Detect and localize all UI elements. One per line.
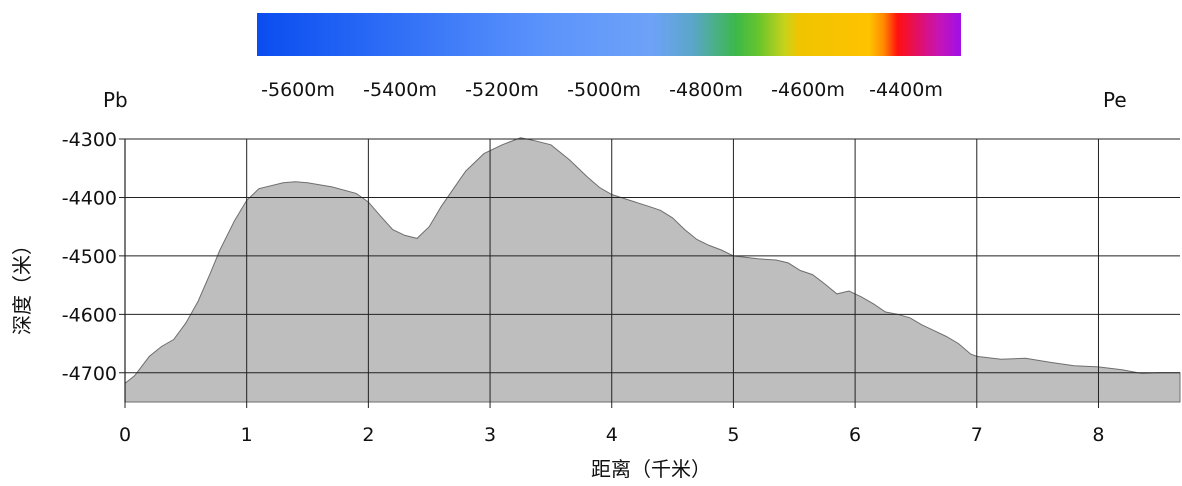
- grid-lines: [119, 138, 1180, 408]
- x-tick-label: 0: [119, 424, 131, 446]
- x-tick-label: 3: [484, 424, 496, 446]
- start-point-label: Pb: [103, 88, 128, 112]
- x-tick-label: 6: [849, 424, 861, 446]
- x-tick-label: 8: [1092, 424, 1104, 446]
- x-tick-label: 5: [727, 424, 739, 446]
- colorbar-label: -5400m: [363, 79, 437, 101]
- end-point-label: Pe: [1103, 88, 1127, 112]
- x-axis-title: 距离（千米）: [591, 457, 711, 481]
- y-tick-label: -4300: [62, 129, 117, 151]
- colorbar-label: -4800m: [669, 79, 743, 101]
- y-tick-label: -4700: [62, 363, 117, 385]
- y-tick-label: -4600: [62, 304, 117, 326]
- y-axis-title: 深度（米）: [10, 235, 34, 335]
- colorbar-label: -4400m: [869, 79, 943, 101]
- colorbar: [257, 13, 961, 56]
- x-tick-label: 4: [606, 424, 618, 446]
- depth-profile-area: [124, 137, 1181, 403]
- colorbar-label: -4600m: [771, 79, 845, 101]
- colorbar-label: -5200m: [465, 79, 539, 101]
- y-tick-label: -4500: [62, 246, 117, 268]
- y-tick-label: -4400: [62, 187, 117, 209]
- colorbar-labels: -5600m -5400m -5200m -5000m -4800m -4600m -440…: [261, 79, 943, 101]
- y-axis-ticks: -4300 -4400 -4500 -4600 -4700: [62, 129, 117, 385]
- colorbar-label: -5000m: [567, 79, 641, 101]
- x-tick-label: 1: [241, 424, 253, 446]
- x-tick-label: 7: [971, 424, 983, 446]
- x-axis-ticks: 0 1 2 3 4 5 6 7 8: [119, 424, 1105, 446]
- colorbar-label: -5600m: [261, 79, 335, 101]
- x-tick-label: 2: [362, 424, 374, 446]
